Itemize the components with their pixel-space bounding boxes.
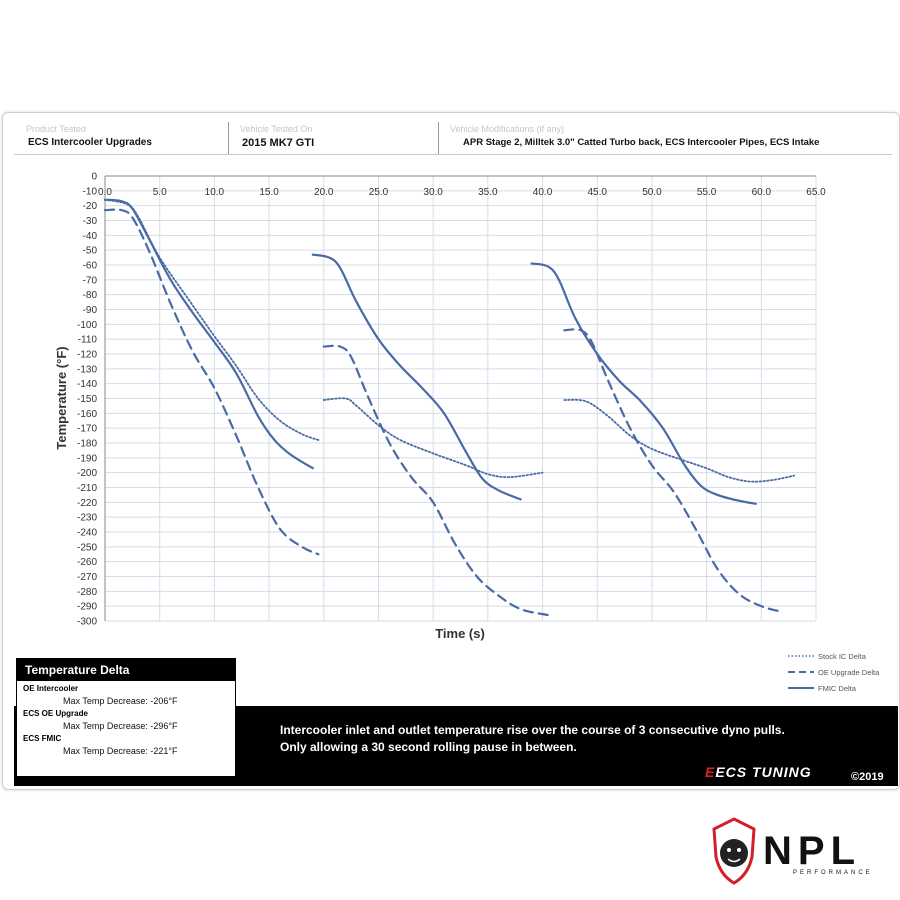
series-line-solid xyxy=(103,198,314,470)
y-tick-label: -20 xyxy=(83,201,98,212)
y-tick-label: -290 xyxy=(77,602,97,613)
dotted-line-icon xyxy=(788,655,814,657)
chart-legend: Stock IC Delta OE Upgrade Delta FMIC Del… xyxy=(788,648,879,696)
y-tick-label: -270 xyxy=(77,572,97,583)
footer-line-2: Only allowing a 30 second rolling pause … xyxy=(280,740,577,754)
x-tick-label: 10.0 xyxy=(205,187,225,198)
x-tick-label: 55.0 xyxy=(697,187,717,198)
y-tick-label: -150 xyxy=(77,394,97,405)
lion-logo-icon xyxy=(712,817,756,885)
y-tick-label: -60 xyxy=(83,261,98,272)
group-ecs-oe-upgrade: ECS OE Upgrade xyxy=(23,709,88,718)
mods-label: Vehicle Modifications (if any) xyxy=(450,124,565,134)
npl-brand-text: NPL xyxy=(763,829,861,873)
npl-sub-text: PERFORMANCE xyxy=(793,870,873,876)
legend-item-stock: Stock IC Delta xyxy=(788,648,879,664)
x-axis-ticks: 0.0 5.0 10.0 15.0 20.0 25.0 30.0 35.0 40.0 45.0 50… xyxy=(98,187,826,198)
oe-intercooler-value: Max Temp Decrease: -206°F xyxy=(63,696,178,706)
y-tick-label: -210 xyxy=(77,483,97,494)
y-tick-label: -90 xyxy=(83,305,98,316)
series-line-solid xyxy=(311,253,522,501)
legend-label: FMIC Delta xyxy=(818,683,856,693)
group-oe-intercooler: OE Intercooler xyxy=(23,684,79,693)
series-line-dashed xyxy=(563,328,785,614)
y-tick-label: -250 xyxy=(77,542,97,553)
y-axis-label: Temperature (°F) xyxy=(54,346,69,449)
x-tick-label: 25.0 xyxy=(369,187,389,198)
x-tick-label: 35.0 xyxy=(478,187,498,198)
y-tick-label: -240 xyxy=(77,528,97,539)
ecs-fmic-value: Max Temp Decrease: -221°F xyxy=(63,746,178,756)
vehicle-value: 2015 MK7 GTI xyxy=(242,137,315,149)
legend-item-fmic: FMIC Delta xyxy=(788,680,879,696)
mods-value: APR Stage 2, Milltek 3.0" Catted Turbo b… xyxy=(463,137,820,148)
header-mods: Vehicle Modifications (if any) APR Stage… xyxy=(440,122,890,154)
y-tick-label: -190 xyxy=(77,453,97,464)
y-tick-label: -50 xyxy=(83,246,98,257)
x-tick-label: 50.0 xyxy=(642,187,662,198)
header-divider xyxy=(14,154,892,155)
ecs-brand-text: ECS TUNING xyxy=(715,764,812,780)
y-tick-label: -130 xyxy=(77,364,97,375)
x-tick-label: 15.0 xyxy=(259,187,279,198)
solid-line-icon xyxy=(788,687,814,689)
x-tick-label: 0.0 xyxy=(98,187,112,198)
series-line-solid xyxy=(530,262,757,505)
vehicle-label: Vehicle Tested On xyxy=(240,124,313,134)
legend-label: OE Upgrade Delta xyxy=(818,667,880,677)
y-tick-label: -70 xyxy=(83,275,98,286)
y-tick-label: -160 xyxy=(77,409,97,420)
ecs-tuning-logo: EECS TUNING xyxy=(705,764,812,780)
chart-series xyxy=(103,198,796,617)
x-axis-label: Time (s) xyxy=(435,626,485,641)
x-tick-label: 5.0 xyxy=(153,187,167,198)
y-tick-label: -110 xyxy=(78,335,98,346)
legend-label: Stock IC Delta xyxy=(818,651,866,661)
series-line-dashed xyxy=(103,208,320,556)
series-line-dashed xyxy=(322,344,550,617)
x-tick-label: 20.0 xyxy=(314,187,334,198)
y-tick-label: -80 xyxy=(83,290,98,301)
header-vehicle: Vehicle Tested On 2015 MK7 GTI xyxy=(230,122,439,154)
y-tick-label: -180 xyxy=(77,439,97,450)
x-tick-label: 60.0 xyxy=(752,187,772,198)
series-line-dotted xyxy=(322,397,544,479)
temperature-delta-title: Temperature Delta xyxy=(17,659,235,681)
header-product: Product Tested ECS Intercooler Upgrades xyxy=(16,122,229,154)
y-tick-label: -230 xyxy=(77,513,97,524)
y-tick-label: -300 xyxy=(77,617,97,628)
footer-line-1: Intercooler inlet and outlet temperature… xyxy=(280,723,785,737)
npl-watermark: NPL PERFORMANCE xyxy=(708,815,888,890)
y-tick-label: -220 xyxy=(77,498,97,509)
y-tick-label: -40 xyxy=(83,231,98,242)
legend-item-oe: OE Upgrade Delta xyxy=(788,664,879,680)
y-tick-label: -200 xyxy=(77,468,97,479)
group-ecs-fmic: ECS FMIC xyxy=(23,734,62,743)
y-tick-label: -140 xyxy=(77,379,97,390)
footer-description: Intercooler inlet and outlet temperature… xyxy=(280,722,785,756)
y-tick-label: -100 xyxy=(77,320,97,331)
chart-grid xyxy=(104,175,817,622)
product-label: Product Tested xyxy=(26,124,86,134)
y-tick-label: -30 xyxy=(83,216,98,227)
y-tick-label: -10 xyxy=(83,186,98,197)
product-value: ECS Intercooler Upgrades xyxy=(28,137,152,148)
dashed-line-icon xyxy=(788,671,814,673)
temperature-delta-box: Temperature Delta OE Intercooler Max Tem… xyxy=(16,658,236,777)
y-tick-label: -280 xyxy=(77,587,97,598)
series-line-dotted xyxy=(563,398,796,483)
y-tick-label: -170 xyxy=(77,424,97,435)
x-tick-label: 30.0 xyxy=(423,187,443,198)
y-axis-ticks: 0 -10 -20 -30 -40 -50 -60 -70 -80 -90 -100 -110 -120… xyxy=(77,172,97,628)
copyright-text: ©2019 xyxy=(851,771,884,783)
x-tick-label: 65.0 xyxy=(806,187,826,198)
y-tick-label: -260 xyxy=(77,557,97,568)
y-tick-label: 0 xyxy=(91,172,97,183)
ecs-oe-upgrade-value: Max Temp Decrease: -296°F xyxy=(63,721,178,731)
x-tick-label: 40.0 xyxy=(533,187,553,198)
x-tick-label: 45.0 xyxy=(587,187,607,198)
y-tick-label: -120 xyxy=(77,350,97,361)
